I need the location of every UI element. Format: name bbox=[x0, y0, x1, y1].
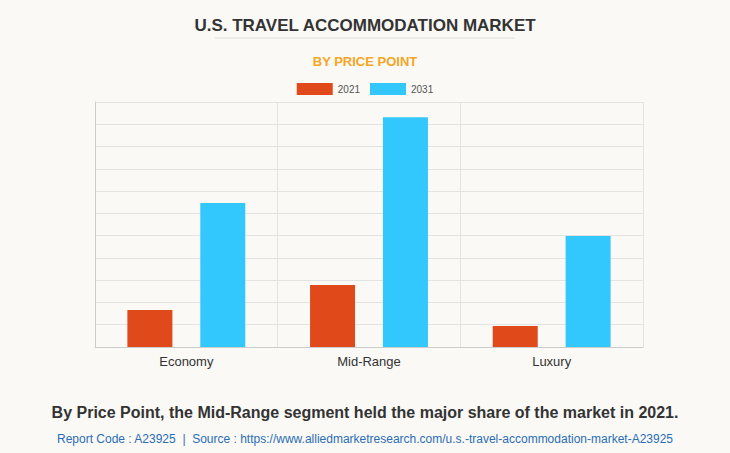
svg-text:Report Code : A23925 | Sourc: Report Code : A23925 | Source : https://… bbox=[57, 432, 673, 446]
svg-text:Mid-Range: Mid-Range bbox=[337, 354, 401, 369]
svg-text:2031: 2031 bbox=[411, 84, 434, 95]
svg-text:2021: 2021 bbox=[338, 84, 361, 95]
svg-text:U.S. TRAVEL ACCOMMODATION MARK: U.S. TRAVEL ACCOMMODATION MARKET bbox=[194, 16, 536, 35]
svg-text:Luxury: Luxury bbox=[532, 354, 572, 369]
svg-text:Economy: Economy bbox=[159, 354, 214, 369]
svg-text:BY PRICE POINT: BY PRICE POINT bbox=[313, 54, 418, 69]
svg-text:By Price Point, the Mid-Range: By Price Point, the Mid-Range segment he… bbox=[52, 404, 679, 421]
